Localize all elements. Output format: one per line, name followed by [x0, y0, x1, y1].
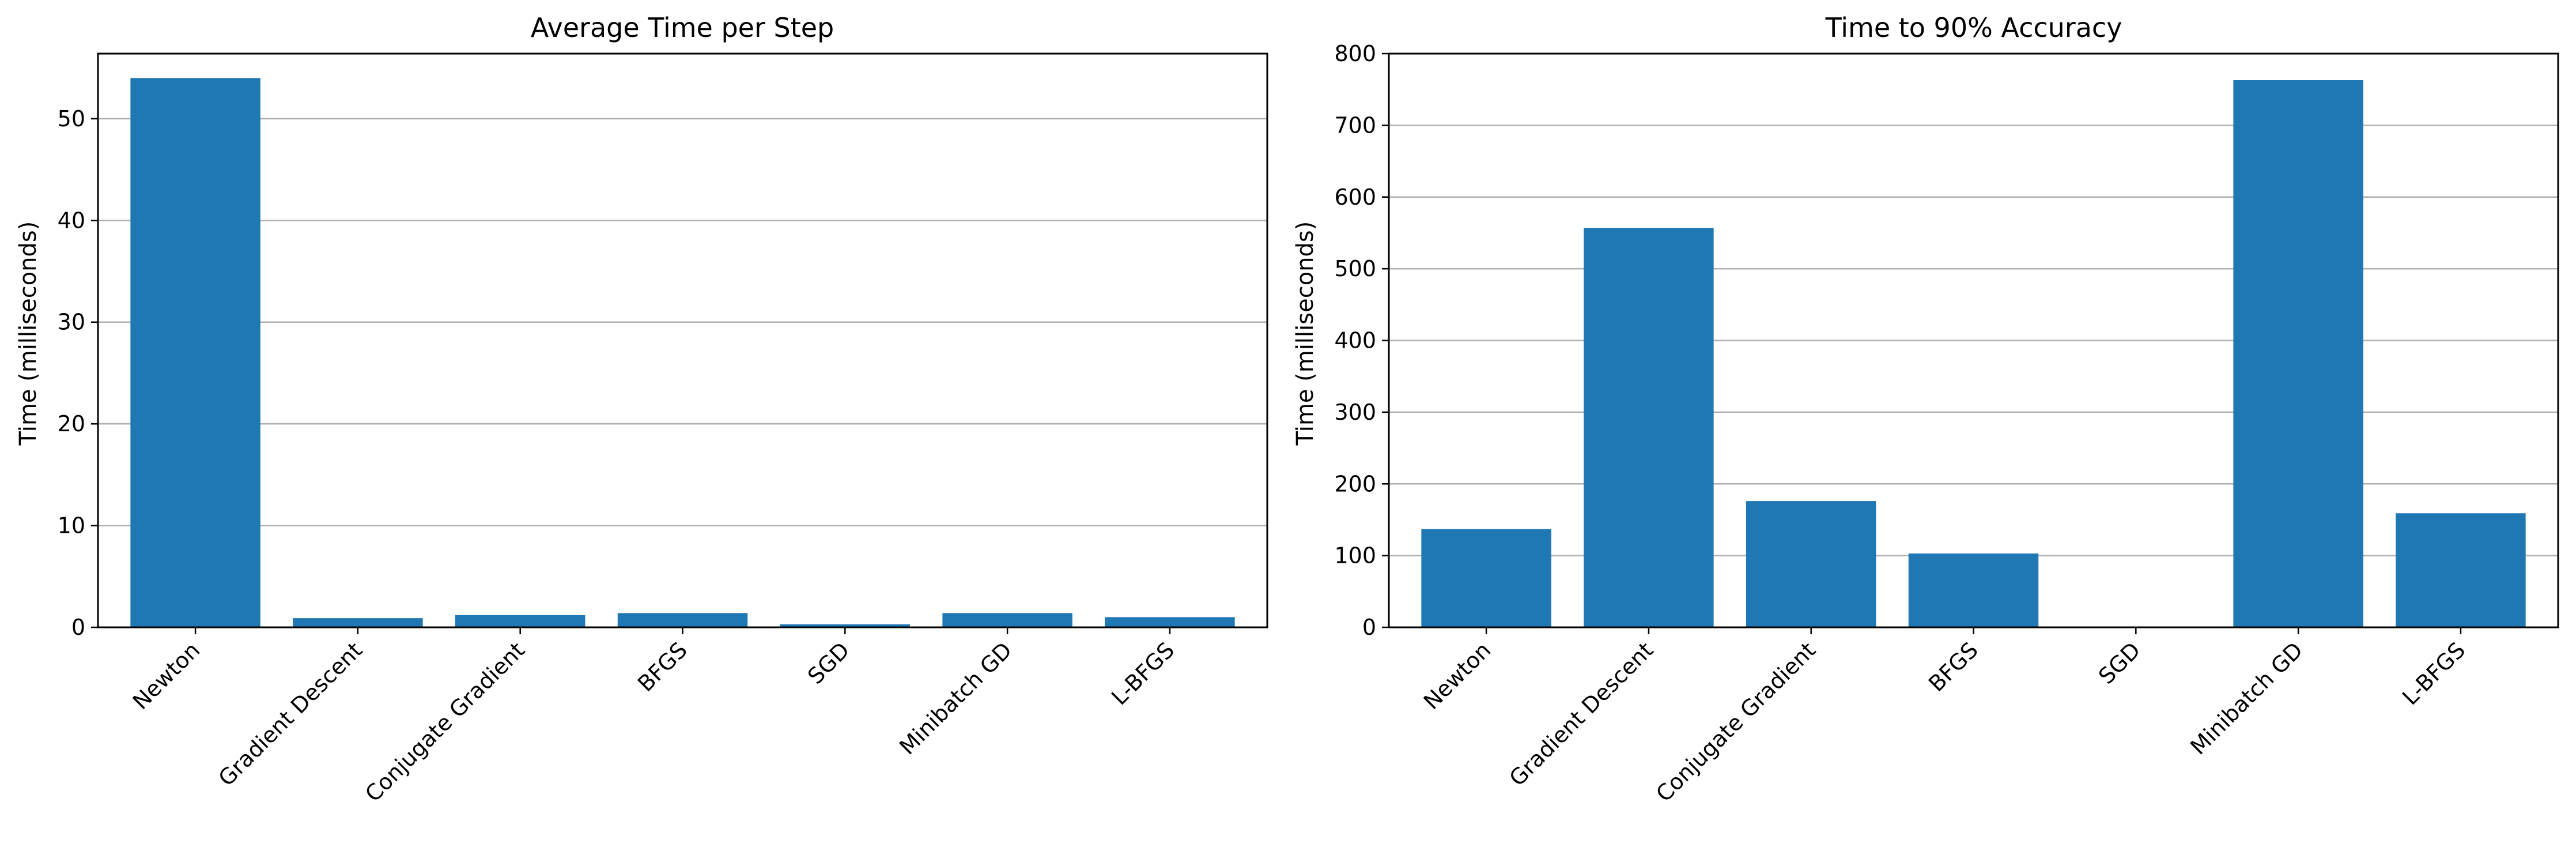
- bar-bfgs: [617, 613, 748, 627]
- y-tick-label: 10: [58, 513, 85, 539]
- bar-newton: [1421, 529, 1551, 627]
- bar-conjugate-gradient: [1746, 501, 1876, 627]
- bar-minibatch-gd: [2233, 80, 2363, 628]
- bar-series: [130, 78, 1235, 627]
- bar-sgd: [780, 624, 911, 627]
- y-tick-label: 20: [58, 411, 85, 436]
- y-axis-ticks: 0 10 20 30 40 50: [58, 106, 98, 640]
- y-tick-label: 400: [1334, 328, 1376, 353]
- y-tick-label: 40: [58, 208, 85, 233]
- y-tick-label: 600: [1334, 185, 1376, 210]
- y-tick-label: 0: [1362, 615, 1376, 640]
- bar-conjugate-gradient: [455, 615, 586, 627]
- y-axis-label: Time (milliseconds): [1292, 221, 1319, 446]
- y-axis-ticks: 0 100 200 300 400 500 600 700 800: [1334, 41, 1389, 640]
- bar-newton: [130, 78, 260, 627]
- y-tick-label: 0: [71, 615, 85, 640]
- y-tick-label: 500: [1334, 256, 1376, 281]
- plot-frame: [1388, 52, 2559, 628]
- bar-bfgs: [1908, 553, 2039, 627]
- y-tick-label: 200: [1334, 471, 1376, 496]
- y-tick-label: 30: [58, 310, 85, 335]
- bar-series: [1421, 80, 2526, 628]
- y-tick-label: 800: [1334, 41, 1376, 66]
- chart-title: Time to 90% Accuracy: [1825, 12, 2122, 43]
- bar-minibatch-gd: [942, 613, 1072, 627]
- bar-l-bfgs: [1105, 617, 1235, 627]
- y-tick-label: 300: [1334, 400, 1376, 425]
- y-tick-label: 100: [1334, 543, 1376, 569]
- chart-title: Average Time per Step: [531, 12, 834, 43]
- plot-frame: [97, 52, 1268, 628]
- y-gridlines: [98, 118, 1267, 526]
- bar-gradient-descent: [1584, 228, 1714, 627]
- y-tick-label: 50: [58, 106, 85, 131]
- bar-gradient-descent: [293, 618, 423, 627]
- bar-l-bfgs: [2396, 513, 2526, 627]
- y-axis-label: Time (milliseconds): [15, 221, 41, 446]
- y-tick-label: 700: [1334, 112, 1376, 138]
